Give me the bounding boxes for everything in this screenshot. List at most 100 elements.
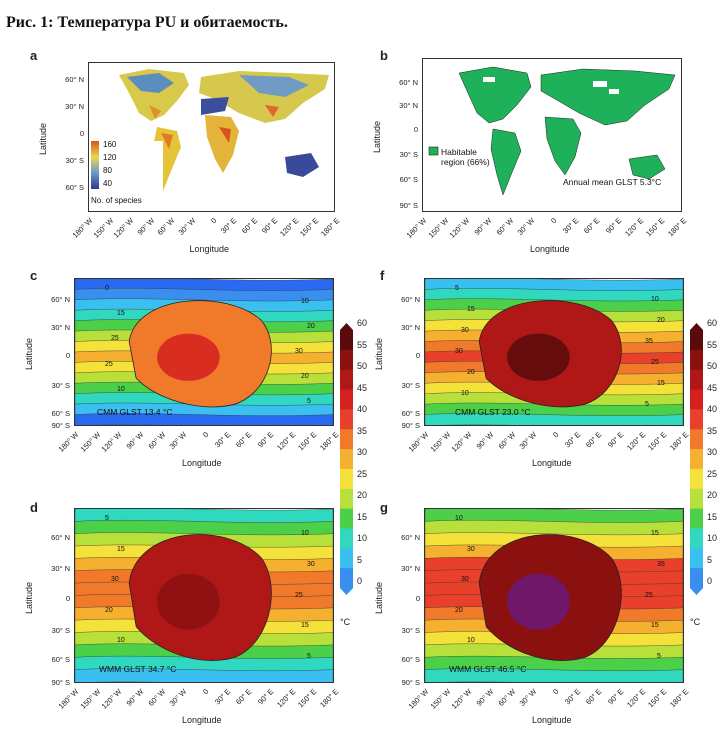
colorbar-segment [340,508,353,529]
latitude-axis-label: Latitude [374,581,384,614]
panel-label-a: a [30,48,38,63]
latitude-tick-label: 30° S [65,156,84,165]
latitude-tick-label: 0 [413,125,418,135]
colorbar-segment [340,389,353,410]
latitude-tick-label: 30° S [51,625,70,635]
colorbar-segment [690,409,703,430]
colorbar-tick-label: 45 [357,382,368,393]
colorbar-tick-label: 60 [707,318,718,328]
latitude-tick-label: 0 [79,129,84,138]
colorbar-segment [340,349,353,371]
species-tick-80: 80 [103,166,112,175]
latitude-tick-label: 30° N [65,102,84,111]
contour-label: 25 [111,335,119,343]
colorbar-tick-label: 25 [707,468,718,479]
contour-label: 10 [117,385,125,393]
colorbar-segment [340,548,353,569]
latitude-tick-label: 60° S [51,655,70,665]
colorbar-segment [340,568,353,589]
colorbar-tick-label: 20 [357,490,368,500]
latitude-tick-label: 30° N [399,100,418,110]
colorbar-tick-label: 35 [707,425,718,436]
contour-label: 30 [111,576,119,584]
colorbar-tick-label: 40 [707,404,718,414]
latitude-tick-label: 90° S [51,678,70,687]
latitude-tick-label: 30° N [401,564,420,574]
colorbar-tick-label: 10 [707,533,718,543]
contour-label: 20 [307,322,315,330]
contour-label: 25 [651,358,659,366]
panel-label-f: f [380,268,385,283]
contour-label: 5 [105,515,109,522]
latitude-tick-label: 60° N [401,295,420,305]
species-tick-40: 40 [103,179,112,188]
species-legend-title: No. of species [91,196,142,205]
contour-label: 20 [657,316,665,324]
latitude-tick-label: 60° S [51,409,70,419]
colorbar-segment [690,330,703,351]
latitude-tick-label: 90° S [399,200,418,210]
landmass-hot-core [507,333,570,381]
latitude-tick-label: 30° S [401,625,420,635]
contour-label: 25 [105,360,113,368]
colorbar-tick-label: 45 [707,382,718,393]
contour-label: 5 [455,285,459,292]
colorbar-tick-label: 5 [707,554,713,565]
panel-label-d: d [30,500,38,515]
latitude-axis-label: Latitude [38,122,48,155]
latitude-tick-label: 60° S [401,655,420,665]
colorbar-tick-label: 30 [707,447,718,457]
colorbar-segment [340,488,353,510]
contour-label: 5 [307,398,311,406]
glst-annotation: WMM GLST 46.5 °C [449,664,527,674]
latitude-tick-label: 60° S [401,409,420,419]
colorbar-segment [690,449,703,470]
contour-label: 5 [645,400,649,408]
latitude-tick-label: 60° N [51,295,70,305]
colorbar-tick-label: 15 [707,511,718,522]
latitude-tick-label: 30° S [51,381,70,391]
colorbar-segment [690,568,703,589]
colorbar-segment [690,528,703,549]
colorbar-tick-label: 5 [357,554,363,565]
latitude-tick-label: 60° N [51,532,70,542]
landmass-hot-core [157,333,220,381]
colorbar-tick-label: 50 [707,361,718,371]
contour-label: 35 [645,337,653,345]
latitude-tick-label: 30° N [401,323,420,333]
latitude-axis-label: Latitude [372,120,382,153]
latitude-tick-label: 60° S [65,183,84,192]
panel-label-b: b [380,48,388,63]
contour-label: 10 [455,515,463,522]
latitude-tick-label: 0 [415,594,420,603]
colorbar-tick-label: 40 [357,404,368,414]
colorbar-segment [690,468,703,490]
contour-label: 15 [117,545,125,553]
latitude-tick-label: 0 [65,594,70,603]
glst-annotation: CMM GLST 13.4 °C [97,407,173,417]
latitude-tick-label: 90° S [401,421,420,430]
latitude-tick-label: 30° N [51,323,70,333]
contour-label: 10 [461,390,469,397]
colorbar-tick-label: 55 [357,339,368,350]
species-tick-120: 120 [103,153,117,162]
contour-label: 20 [301,373,309,381]
figure-title: Рис. 1: Температура PU и обитаемость. [6,14,288,31]
temperature-band [75,413,333,425]
colorbar-tick-label: 15 [357,511,368,522]
latitude-axis-label: Latitude [374,337,384,370]
latitude-tick-label: 60° N [65,75,84,84]
contour-label: 10 [117,637,125,645]
contour-label: 15 [651,530,659,538]
colorbar-top-arrow [340,323,353,330]
longitude-axis-label: Longitude [182,458,222,468]
contour-label: 15 [301,622,309,630]
colorbar-tick-label: 50 [357,361,368,371]
colorbar-segment [340,449,353,470]
landmass-hot-core [157,573,220,630]
habitable-swatch [428,146,439,156]
contour-label: 10 [301,530,309,538]
colorbar-tick-label: 30 [357,447,368,457]
habitable-legend-label: Habitable region (66%) [441,147,490,167]
contour-label: 25 [645,591,653,599]
